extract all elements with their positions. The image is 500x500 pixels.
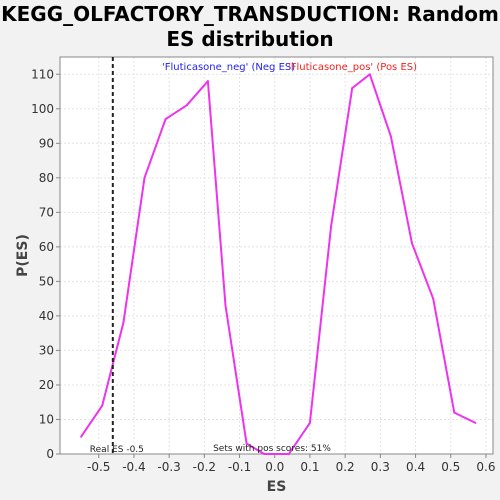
y-tick-label: 10: [39, 412, 54, 426]
data-point: [432, 297, 435, 300]
x-tick-label: 0.5: [441, 460, 460, 474]
data-point: [263, 453, 266, 455]
x-tick-label: 0.6: [476, 460, 495, 474]
x-tick-label: 0.0: [265, 460, 284, 474]
x-tick-label: -0.4: [122, 460, 145, 474]
data-point: [351, 87, 354, 90]
es-distribution-line: [80, 73, 476, 455]
y-tick-label: 90: [39, 136, 54, 150]
legend-pos-entry: 'Fluticasone_pos' (Pos ES): [288, 62, 417, 73]
y-tick-label: 110: [31, 67, 54, 81]
x-tick-label: 0.3: [371, 460, 390, 474]
data-point: [206, 80, 209, 83]
data-point: [287, 453, 290, 455]
data-point: [143, 176, 146, 179]
y-axis-label: P(ES): [15, 234, 31, 277]
data-point: [122, 321, 125, 324]
data-point: [368, 73, 371, 76]
data-point: [330, 225, 333, 228]
data-point: [411, 242, 414, 245]
x-tick-label: -0.1: [228, 460, 251, 474]
plot-area: [60, 57, 493, 454]
y-tick-label: 100: [31, 102, 54, 116]
y-tick-label: 70: [39, 205, 54, 219]
data-point: [185, 104, 188, 107]
x-tick-label: 0.4: [406, 460, 425, 474]
data-point: [308, 421, 311, 424]
data-point: [224, 304, 227, 307]
chart-title: KEGG_OLFACTORY_TRANSDUCTION: Random ES d…: [0, 2, 500, 52]
chart-title-line2: ES distribution: [166, 27, 334, 51]
data-point: [453, 411, 456, 414]
real-es-label: Real ES -0.5: [90, 445, 144, 455]
y-tick-label: 40: [39, 309, 54, 323]
y-tick-label: 60: [39, 240, 54, 254]
x-tick-label: 0.1: [300, 460, 319, 474]
data-point: [101, 404, 104, 407]
pos-scores-annotation: Sets with pos scores: 51%: [213, 444, 331, 454]
x-axis-label: ES: [267, 479, 287, 495]
x-tick-label: 0.2: [336, 460, 355, 474]
chart-title-line1: KEGG_OLFACTORY_TRANSDUCTION: Random: [1, 2, 499, 26]
x-tick-label: -0.2: [193, 460, 216, 474]
data-point: [80, 435, 83, 438]
data-point: [474, 421, 477, 424]
y-tick-label: 0: [46, 447, 54, 461]
x-tick-label: -0.3: [157, 460, 180, 474]
x-tick-label: -0.5: [87, 460, 110, 474]
y-tick-label: 30: [39, 343, 54, 357]
y-tick-label: 20: [39, 378, 54, 392]
y-tick-label: 50: [39, 274, 54, 288]
data-point: [245, 442, 248, 445]
y-tick-label: 80: [39, 171, 54, 185]
data-point: [389, 135, 392, 138]
legend-neg-entry: 'Fluticasone_neg' (Neg ES): [162, 62, 295, 73]
data-point: [164, 118, 167, 121]
